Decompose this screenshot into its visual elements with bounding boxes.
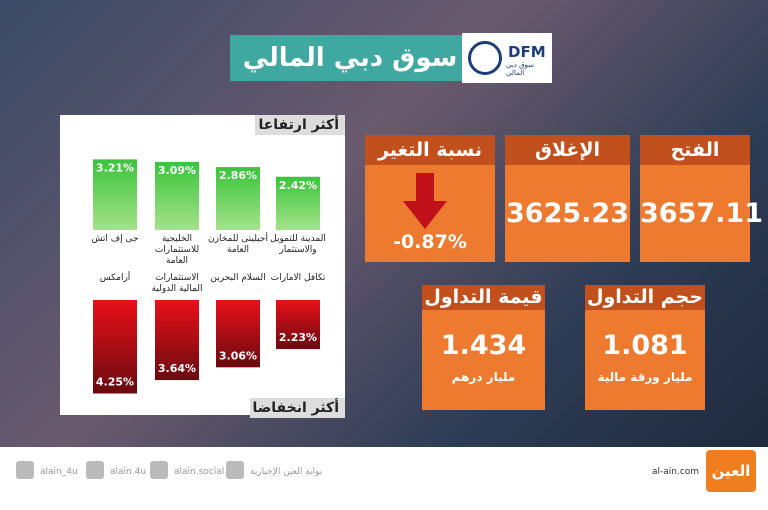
loser-bar (216, 300, 260, 368)
brand-logo: العين (706, 450, 756, 492)
close-value: 3625.23 (505, 165, 630, 262)
instagram-icon[interactable] (86, 461, 104, 479)
loser-value: 3.64% (158, 362, 196, 375)
volume-value: 1.081 (602, 330, 688, 361)
movers-chart: 3.21% 3.09% 2.86% 2.42% 4.25% 3.64% 3.06% 2.23% (93, 159, 320, 394)
gainer-bar (155, 162, 199, 230)
company-name: السلام البحرين (210, 273, 266, 283)
twitter[interactable]: alain_4u (40, 467, 78, 477)
gainer-value: 2.42% (279, 179, 317, 192)
logo-sub: سوق دبي المالي (506, 61, 535, 77)
turnover-box: 1.434 مليار درهم (422, 310, 545, 410)
company-name: المدينة للتمويل والاستثمار (270, 234, 326, 255)
loser-bar (155, 300, 199, 381)
loser-value: 4.25% (96, 376, 134, 389)
turnover-label: قيمة التداول (422, 285, 545, 310)
company-name: جى إف اتش (91, 234, 139, 244)
turnover-unit: مليار درهم (451, 370, 516, 384)
gainer-bar (216, 167, 260, 230)
open-value: 3657.11 (640, 165, 763, 262)
logo-text: DFM (508, 43, 546, 61)
change-value: -0.87% (393, 231, 467, 253)
twitter-icon[interactable] (16, 461, 34, 479)
company-name: الاستثمارات المالية الدولية (151, 273, 203, 294)
down-arrow (403, 173, 447, 229)
loser-bar (93, 300, 137, 394)
gainer-value: 3.09% (158, 164, 196, 177)
company-name: تكافل الامارات (270, 273, 326, 283)
losers-title: أكثر انخفاضا (250, 398, 345, 418)
change-label: نسبة التغير (365, 135, 495, 165)
volume-label: حجم التداول (585, 285, 705, 310)
gainers-title: أكثر ارتفاعا (255, 115, 345, 135)
company-name: الخليجية للاستثمارات العامة (154, 234, 200, 266)
loser-bar (276, 300, 320, 350)
site[interactable]: al-ain.com (652, 467, 700, 477)
gainer-value: 3.21% (96, 161, 134, 174)
logo-emblem (468, 41, 502, 75)
youtube[interactable]: بوابة العين الإخبارية (250, 467, 323, 477)
gainer-bar (276, 176, 320, 230)
loser-value: 3.06% (219, 349, 257, 362)
instagram[interactable]: alain.4u (110, 467, 147, 477)
loser-value: 2.23% (279, 331, 317, 344)
logo: DFM سوق دبي المالي (462, 33, 552, 83)
facebook-icon[interactable] (150, 461, 168, 479)
change-box: -0.87% (365, 165, 495, 262)
close-label: الإغلاق (505, 135, 630, 165)
facebook[interactable]: alain.social (174, 467, 225, 477)
company-name: أرامكس (99, 273, 131, 283)
volume-unit: مليار ورقة مالية (597, 370, 693, 384)
gainer-bar (93, 159, 137, 230)
footer: alain_4u alain.4u alain.social بوابة الع… (0, 447, 768, 510)
title: سوق دبي المالي (230, 35, 470, 81)
volume-box: 1.081 مليار ورقة مالية (585, 310, 705, 410)
company-name: أجيليتى للمخازن العامة (208, 234, 268, 255)
turnover-value: 1.434 (440, 330, 527, 361)
youtube-icon[interactable] (226, 461, 244, 479)
open-label: الفتح (640, 135, 750, 165)
gainer-value: 2.86% (219, 169, 257, 182)
